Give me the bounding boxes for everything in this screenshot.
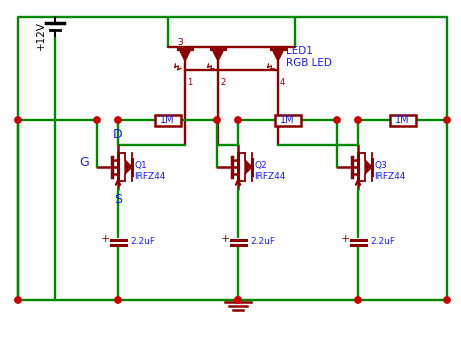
Circle shape [444, 297, 450, 303]
Text: 1M: 1M [280, 115, 295, 125]
Text: +: + [101, 235, 110, 245]
Circle shape [355, 297, 361, 303]
Circle shape [214, 117, 220, 123]
Circle shape [15, 297, 21, 303]
Text: 2.2uF: 2.2uF [130, 237, 155, 247]
FancyBboxPatch shape [154, 115, 181, 126]
Text: G: G [79, 157, 89, 170]
Circle shape [115, 297, 121, 303]
Text: 2.2uF: 2.2uF [370, 237, 395, 247]
Polygon shape [125, 160, 132, 174]
Text: Q2
IRFZ44: Q2 IRFZ44 [254, 161, 285, 181]
Circle shape [355, 117, 361, 123]
Text: +12V: +12V [36, 21, 46, 50]
Circle shape [334, 117, 340, 123]
Text: +: + [341, 235, 350, 245]
Text: +: + [221, 235, 230, 245]
Circle shape [94, 117, 100, 123]
Circle shape [115, 117, 121, 123]
Text: 1: 1 [187, 78, 192, 87]
Text: 2: 2 [220, 78, 225, 87]
Text: 1M: 1M [395, 115, 410, 125]
Text: 3: 3 [177, 38, 183, 47]
Text: 1M: 1M [160, 115, 175, 125]
Text: S: S [114, 193, 122, 206]
Circle shape [235, 117, 241, 123]
Polygon shape [365, 160, 372, 174]
Circle shape [15, 117, 21, 123]
Circle shape [235, 297, 241, 303]
Text: D: D [113, 128, 123, 141]
Polygon shape [272, 49, 284, 61]
Text: Q3
IRFZ44: Q3 IRFZ44 [374, 161, 405, 181]
Polygon shape [179, 49, 191, 61]
FancyBboxPatch shape [274, 115, 301, 126]
Polygon shape [245, 160, 252, 174]
Circle shape [235, 297, 241, 303]
Text: Q1
IRFZ44: Q1 IRFZ44 [134, 161, 165, 181]
FancyBboxPatch shape [390, 115, 415, 126]
Polygon shape [212, 49, 224, 61]
Circle shape [444, 117, 450, 123]
Text: LED1
RGB LED: LED1 RGB LED [286, 46, 332, 68]
Text: 4: 4 [280, 78, 285, 87]
Text: 2.2uF: 2.2uF [250, 237, 275, 247]
